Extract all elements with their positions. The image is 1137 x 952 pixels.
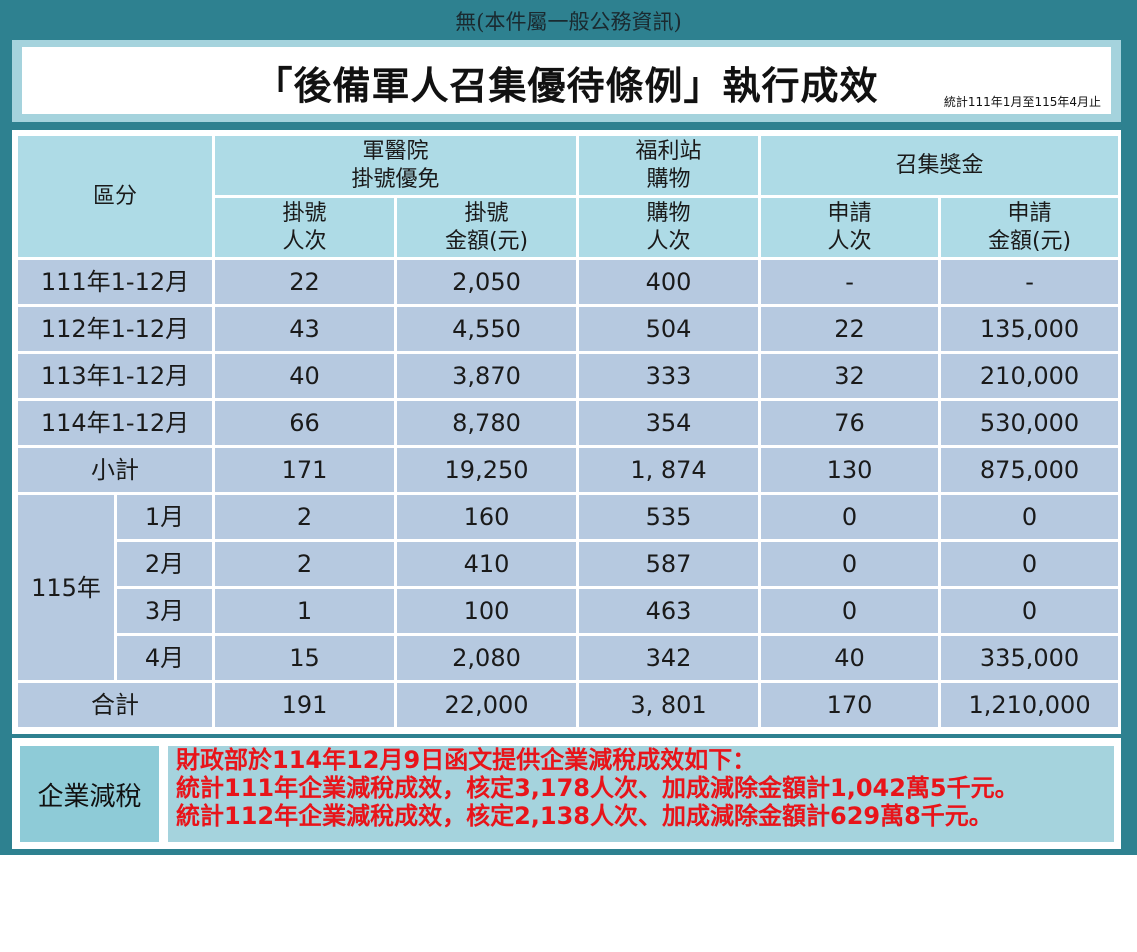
header-reg-count-text: 掛號 人次 xyxy=(282,200,327,254)
table-row: 112年1-12月 43 4,550 504 22 135,000 xyxy=(18,307,1119,351)
classification-label: 無(本件屬一般公務資訊) xyxy=(455,10,682,34)
table-row: 113年1-12月 40 3,870 333 32 210,000 xyxy=(18,354,1119,398)
header-shop-count: 購物 人次 xyxy=(579,198,759,257)
cell-apply-count: 32 xyxy=(761,354,939,398)
total-row: 合計 191 22,000 3, 801 170 1,210,000 xyxy=(18,683,1119,727)
row-label: 112年1-12月 xyxy=(18,307,213,351)
cell-reg-amount: 22,000 xyxy=(397,683,577,727)
cell-apply-count: 76 xyxy=(761,401,939,445)
cell-apply-count: 0 xyxy=(761,495,939,539)
row-label: 113年1-12月 xyxy=(18,354,213,398)
cell-reg-count: 15 xyxy=(215,636,395,680)
cell-reg-amount: 4,550 xyxy=(397,307,577,351)
tax-note-line: 統計111年企業減稅成效，核定3,178人次、加成減除金額計1,042萬5千元。 xyxy=(176,774,1019,802)
header-apply-count: 申請 人次 xyxy=(761,198,939,257)
table-row: 111年1-12月 22 2,050 400 - - xyxy=(18,260,1119,304)
cell-reg-count: 2 xyxy=(215,542,395,586)
cell-shop-count: 1, 874 xyxy=(579,448,759,492)
title-note: 統計111年1月至115年4月止 xyxy=(943,95,1101,109)
tax-note-line: 財政部於114年12月9日函文提供企業減稅成效如下： xyxy=(176,746,757,774)
cell-shop-count: 535 xyxy=(579,495,759,539)
cell-reg-count: 22 xyxy=(215,260,395,304)
table-row: 114年1-12月 66 8,780 354 76 530,000 xyxy=(18,401,1119,445)
cell-reg-count: 171 xyxy=(215,448,395,492)
cell-shop-count: 400 xyxy=(579,260,759,304)
cell-apply-amount: 875,000 xyxy=(941,448,1119,492)
header-apply-count-text: 申請 人次 xyxy=(827,200,872,254)
cell-reg-amount: 19,250 xyxy=(397,448,577,492)
total-label: 合計 xyxy=(18,683,213,727)
month-label: 3月 xyxy=(117,589,213,633)
cell-reg-amount: 8,780 xyxy=(397,401,577,445)
cell-apply-count: 40 xyxy=(761,636,939,680)
statistics-table: 區分 軍醫院 掛號優免 福利站 購物 召集獎金 掛號 人次 掛號 金額(元) 購… xyxy=(15,133,1121,730)
cell-apply-amount: 210,000 xyxy=(941,354,1119,398)
cell-shop-count: 333 xyxy=(579,354,759,398)
header-shop-count-text: 購物 人次 xyxy=(646,200,691,254)
table-row: 3月 1 100 463 0 0 xyxy=(18,589,1119,633)
cell-reg-count: 40 xyxy=(215,354,395,398)
header-apply-amount-text: 申請 金額(元) xyxy=(987,200,1072,254)
tax-note-line: 統計112年企業減稅成效，核定2,138人次、加成減除金額計629萬8千元。 xyxy=(176,802,993,830)
cell-reg-amount: 160 xyxy=(397,495,577,539)
cell-reg-amount: 410 xyxy=(397,542,577,586)
header-reg-amount: 掛號 金額(元) xyxy=(397,198,577,257)
cell-apply-count: 130 xyxy=(761,448,939,492)
cell-reg-amount: 100 xyxy=(397,589,577,633)
subtotal-label: 小計 xyxy=(18,448,213,492)
cell-shop-count: 3, 801 xyxy=(579,683,759,727)
table-row: 4月 15 2,080 342 40 335,000 xyxy=(18,636,1119,680)
cell-reg-amount: 2,080 xyxy=(397,636,577,680)
cell-apply-amount: 335,000 xyxy=(941,636,1119,680)
month-label: 2月 xyxy=(117,542,213,586)
cell-reg-count: 43 xyxy=(215,307,395,351)
cell-reg-count: 191 xyxy=(215,683,395,727)
cell-apply-amount: 0 xyxy=(941,589,1119,633)
cell-reg-count: 2 xyxy=(215,495,395,539)
header-bonus-group: 召集獎金 xyxy=(761,136,1119,195)
month-label: 4月 xyxy=(117,636,213,680)
header-hospital-text: 軍醫院 掛號優免 xyxy=(351,138,440,192)
header-reg-amount-text: 掛號 金額(元) xyxy=(444,200,529,254)
table-row: 115年 1月 2 160 535 0 0 xyxy=(18,495,1119,680)
page-title: 「後備軍人召集優待條例」執行成效 xyxy=(254,64,879,108)
cell-reg-count: 1 xyxy=(215,589,395,633)
statistics-table-container: 區分 軍醫院 掛號優免 福利站 購物 召集獎金 掛號 人次 掛號 金額(元) 購… xyxy=(12,130,1121,734)
cell-apply-count: - xyxy=(761,260,939,304)
cell-apply-amount: - xyxy=(941,260,1119,304)
cell-apply-amount: 1,210,000 xyxy=(941,683,1119,727)
cell-apply-count: 0 xyxy=(761,589,939,633)
cell-apply-amount: 135,000 xyxy=(941,307,1119,351)
year-115-label: 115年 xyxy=(18,495,114,680)
cell-shop-count: 342 xyxy=(579,636,759,680)
header-category: 區分 xyxy=(18,136,213,257)
cell-reg-count: 66 xyxy=(215,401,395,445)
header-apply-amount: 申請 金額(元) xyxy=(941,198,1119,257)
cell-shop-count: 354 xyxy=(579,401,759,445)
cell-shop-count: 587 xyxy=(579,542,759,586)
table-row: 2月 2 410 587 0 0 xyxy=(18,542,1119,586)
header-reg-count: 掛號 人次 xyxy=(215,198,395,257)
month-label: 1月 xyxy=(117,495,213,539)
header-store-group: 福利站 購物 xyxy=(579,136,759,195)
subtotal-row: 小計 171 19,250 1, 874 130 875,000 xyxy=(18,448,1119,492)
row-label: 114年1-12月 xyxy=(18,401,213,445)
header-store-text: 福利站 購物 xyxy=(635,138,702,192)
cell-apply-count: 0 xyxy=(761,542,939,586)
cell-apply-count: 170 xyxy=(761,683,939,727)
cell-apply-amount: 0 xyxy=(941,495,1119,539)
row-label: 111年1-12月 xyxy=(18,260,213,304)
cell-shop-count: 463 xyxy=(579,589,759,633)
cell-apply-amount: 0 xyxy=(941,542,1119,586)
cell-apply-count: 22 xyxy=(761,307,939,351)
cell-reg-amount: 3,870 xyxy=(397,354,577,398)
cell-apply-amount: 530,000 xyxy=(941,401,1119,445)
tax-notes: 財政部於114年12月9日函文提供企業減稅成效如下： 統計111年企業減稅成效，… xyxy=(168,746,1114,842)
cell-shop-count: 504 xyxy=(579,307,759,351)
cell-reg-amount: 2,050 xyxy=(397,260,577,304)
title-box: 「後備軍人召集優待條例」執行成效 統計111年1月至115年4月止 xyxy=(22,47,1111,114)
header-hospital-group: 軍醫院 掛號優免 xyxy=(215,136,577,195)
tax-label: 企業減稅 xyxy=(20,746,159,842)
